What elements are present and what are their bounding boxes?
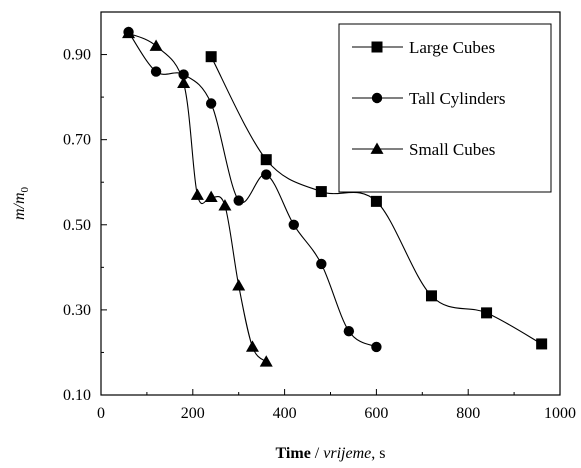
series-layer bbox=[122, 26, 548, 367]
data-point-small-cubes bbox=[204, 190, 218, 202]
series-tall-cylinders bbox=[123, 26, 382, 353]
data-point-tall-cylinders bbox=[316, 258, 327, 270]
legend-item-small-cubes: Small Cubes bbox=[352, 140, 495, 159]
series-large-cubes bbox=[205, 51, 548, 350]
legend-label: Large Cubes bbox=[409, 38, 495, 57]
data-point-small-cubes bbox=[190, 188, 204, 200]
data-point-large-cubes bbox=[425, 290, 437, 302]
x-tick-label: 800 bbox=[456, 405, 480, 422]
legend-item-tall-cylinders: Tall Cylinders bbox=[352, 89, 506, 108]
data-point-large-cubes bbox=[536, 338, 548, 350]
data-point-small-cubes bbox=[245, 340, 259, 352]
y-tick-label: 0.90 bbox=[63, 47, 91, 64]
legend: Large Cubes Tall Cylinders Small Cubes bbox=[338, 23, 552, 193]
y-tick-label: 0.30 bbox=[63, 302, 91, 319]
x-axis-label: Time / vrijeme, s bbox=[276, 445, 386, 462]
x-axis-label-bold: Time bbox=[276, 445, 311, 462]
data-point-large-cubes bbox=[370, 195, 382, 207]
legend-marker-large-cubes bbox=[371, 41, 383, 53]
data-point-tall-cylinders bbox=[371, 341, 382, 353]
data-point-small-cubes bbox=[177, 76, 191, 88]
data-point-tall-cylinders bbox=[150, 66, 162, 77]
y-tick-label: 0.10 bbox=[63, 387, 91, 404]
data-point-large-cubes bbox=[481, 307, 493, 319]
data-point-small-cubes bbox=[232, 279, 246, 291]
x-axis: 0 200 400 600 800 1000 bbox=[97, 389, 576, 422]
x-tick-label: 1000 bbox=[544, 405, 576, 422]
data-point-small-cubes bbox=[122, 26, 136, 39]
data-point-large-cubes bbox=[315, 186, 327, 198]
data-point-tall-cylinders bbox=[205, 98, 217, 109]
legend-label: Small Cubes bbox=[409, 140, 495, 159]
y-axis-label: m/m0 bbox=[11, 186, 31, 220]
series-line-tall-cylinders bbox=[128, 31, 377, 348]
y-axis-label-sub: 0 bbox=[19, 186, 31, 192]
x-axis-label-unit: , s bbox=[371, 445, 385, 462]
data-point-tall-cylinders bbox=[178, 69, 189, 80]
data-point-tall-cylinders bbox=[233, 195, 244, 206]
legend-marker-small-cubes bbox=[370, 142, 384, 154]
x-axis-label-italic: vrijeme bbox=[323, 445, 371, 462]
y-tick-label: 0.70 bbox=[63, 132, 91, 149]
data-point-small-cubes bbox=[149, 39, 163, 51]
legend-item-large-cubes: Large Cubes bbox=[352, 38, 495, 57]
data-point-small-cubes bbox=[259, 355, 273, 367]
legend-label: Tall Cylinders bbox=[409, 89, 506, 108]
data-point-large-cubes bbox=[205, 51, 217, 63]
data-point-tall-cylinders bbox=[343, 325, 355, 337]
data-point-large-cubes bbox=[260, 154, 272, 166]
data-point-tall-cylinders bbox=[288, 219, 299, 230]
x-tick-label: 600 bbox=[364, 405, 388, 422]
x-axis-label-sep: / bbox=[311, 445, 323, 462]
legend-marker-tall-cylinders bbox=[371, 92, 383, 104]
x-tick-label: 200 bbox=[181, 405, 205, 422]
x-tick-label: 0 bbox=[97, 405, 105, 422]
y-axis-label-main: m/m bbox=[11, 192, 28, 220]
y-axis: 0.10 0.30 0.50 0.70 0.90 bbox=[63, 47, 107, 404]
data-point-tall-cylinders bbox=[261, 169, 272, 180]
x-tick-label: 400 bbox=[273, 405, 297, 422]
data-point-small-cubes bbox=[218, 199, 232, 211]
series-small-cubes bbox=[122, 26, 273, 367]
y-tick-label: 0.50 bbox=[63, 217, 91, 234]
